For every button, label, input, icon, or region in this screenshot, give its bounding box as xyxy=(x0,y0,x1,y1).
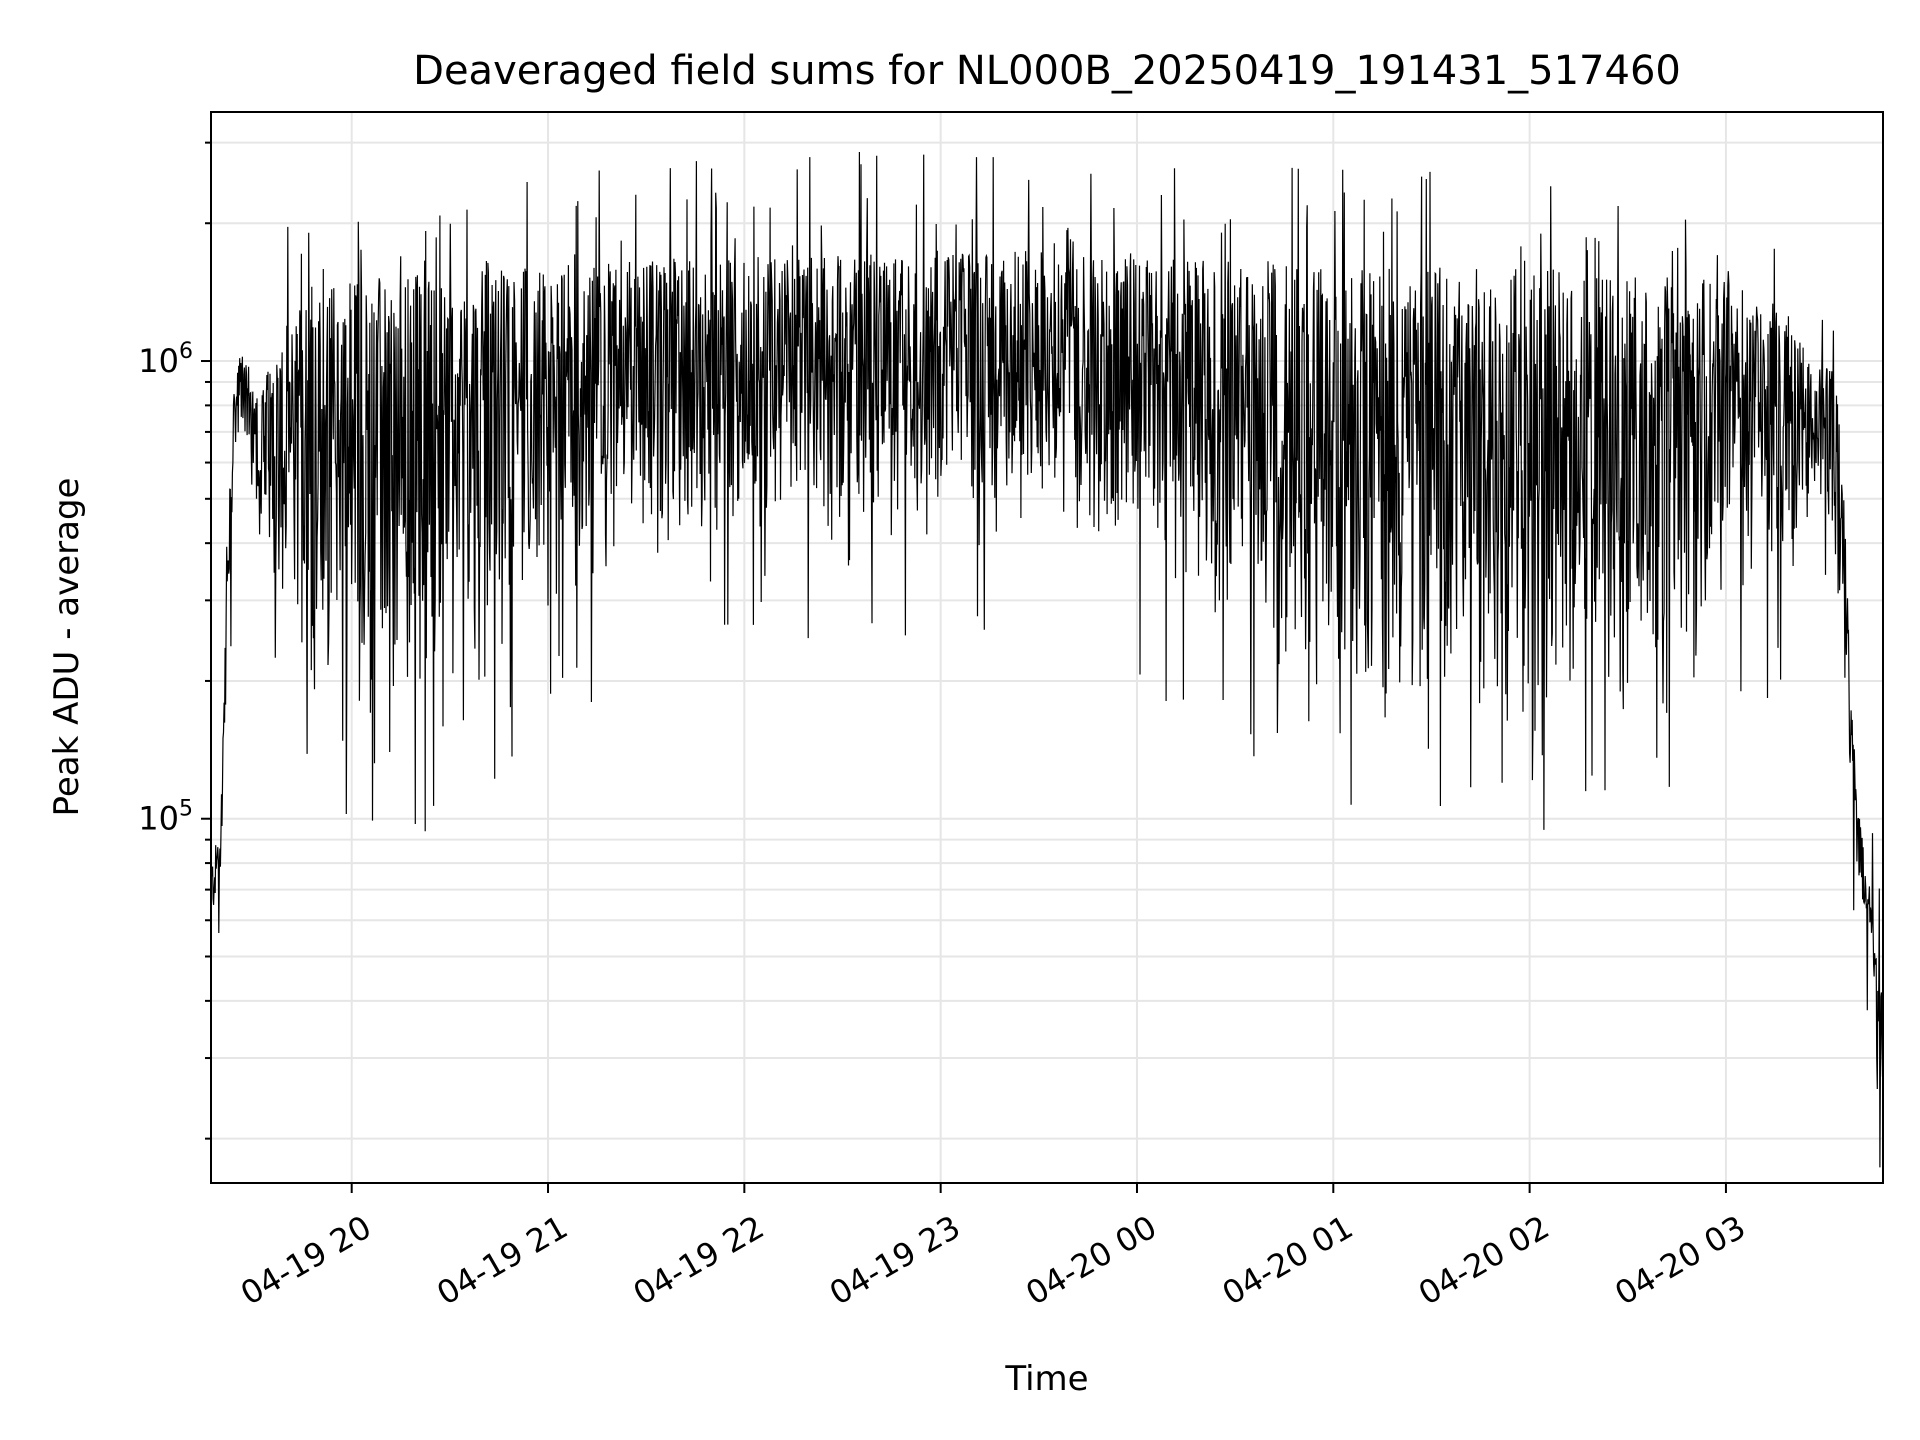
series-path xyxy=(210,151,1884,1168)
x-axis-label: Time xyxy=(1004,1359,1088,1399)
y-axis: 105 106 xyxy=(138,141,211,1140)
y-tick-label: 106 xyxy=(138,339,193,380)
chart-title: Deaveraged field sums for NL000B_2025041… xyxy=(413,48,1681,94)
y-tick-label: 105 xyxy=(138,797,193,838)
y-axis-label: Peak ADU - average xyxy=(47,478,87,817)
plot-frame xyxy=(210,111,1884,1184)
series-line xyxy=(210,151,1884,1168)
